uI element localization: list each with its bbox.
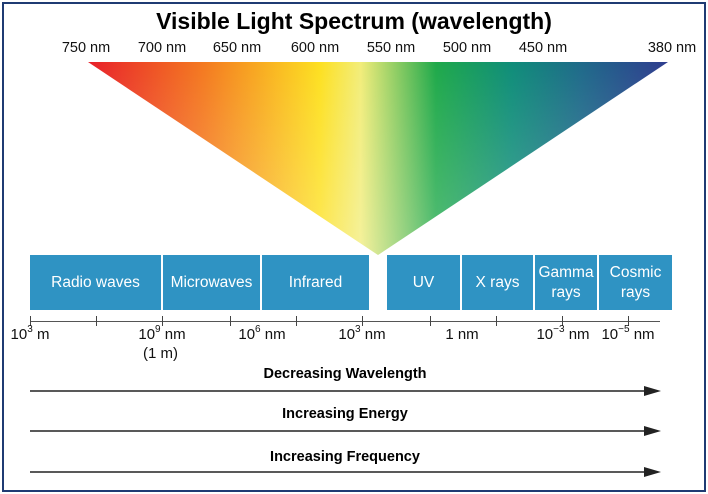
scale-tick [296, 316, 297, 326]
arrow-frequency [30, 467, 661, 477]
wavelength-label: 380 nm [647, 40, 697, 56]
wavelength-label: 450 nm [518, 40, 568, 56]
scale-label: 103 m [10, 324, 50, 343]
wavelength-label: 650 nm [212, 40, 262, 56]
scale-tick [230, 316, 231, 326]
arrow-wavelength [30, 386, 661, 396]
scale-tick [30, 316, 31, 326]
wavelength-label: 750 nm [61, 40, 111, 56]
spectrum-sheen [88, 62, 668, 255]
wavelength-scale-axis [30, 321, 660, 322]
arrow-label-wavelength: Decreasing Wavelength [263, 366, 427, 382]
scale-tick [362, 316, 363, 326]
diagram-title: Visible Light Spectrum (wavelength) [156, 8, 552, 34]
wavelength-label: 550 nm [366, 40, 416, 56]
scale-label: 10−5 nm [601, 324, 655, 343]
scale-sub-label: (1 m) [143, 345, 178, 362]
wavelength-label: 700 nm [137, 40, 187, 56]
band-radio-waves: Radio waves [30, 255, 163, 310]
scale-label: 10−3 nm [536, 324, 590, 343]
scale-tick [96, 316, 97, 326]
scale-label: 109 nm [138, 324, 186, 343]
band-microwaves: Microwaves [163, 255, 262, 310]
band-x-rays: X rays [462, 255, 535, 310]
band-cosmic-rays: Cosmic rays [599, 255, 672, 310]
scale-tick [162, 316, 163, 326]
scale-tick [562, 316, 563, 326]
arrow-energy [30, 426, 661, 436]
scale-tick [430, 316, 431, 326]
band-uv: UV [387, 255, 462, 310]
band-infrared: Infrared [262, 255, 369, 310]
wavelength-label: 500 nm [442, 40, 492, 56]
scale-label: 103 nm [338, 324, 386, 343]
scale-label: 1 nm [445, 326, 479, 343]
arrow-label-energy: Increasing Energy [282, 406, 408, 422]
scale-tick [496, 316, 497, 326]
arrow-label-frequency: Increasing Frequency [270, 449, 420, 465]
scale-label: 106 nm [238, 324, 286, 343]
band-gamma-rays: Gamma rays [535, 255, 599, 310]
wavelength-label: 600 nm [290, 40, 340, 56]
scale-tick [628, 316, 629, 326]
